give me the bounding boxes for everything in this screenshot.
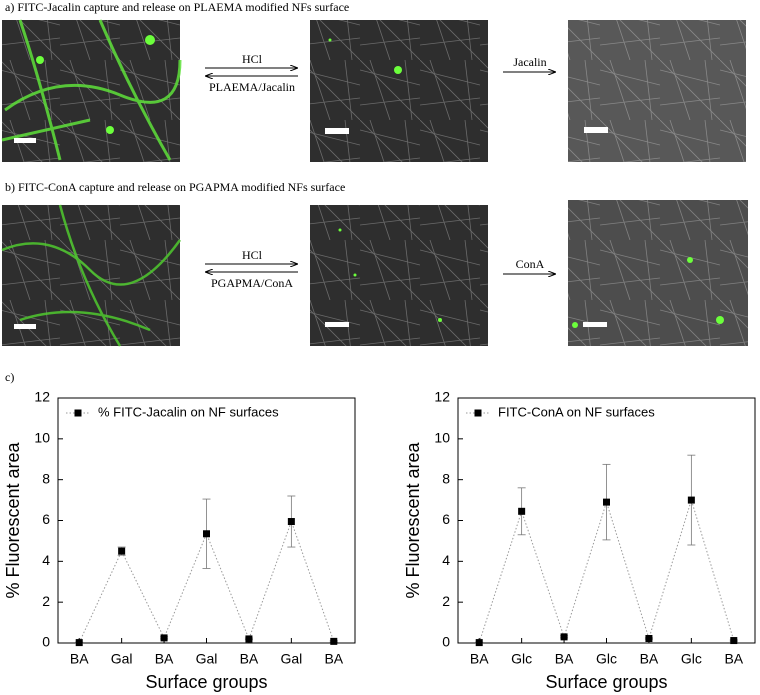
y-tick-label: 10 — [34, 430, 50, 446]
x-tick-label: BA — [155, 651, 174, 667]
y-tick-label: 0 — [442, 634, 450, 650]
legend-label: % FITC-Jacalin on NF surfaces — [98, 404, 279, 419]
x-tick-label: BA — [470, 651, 489, 667]
y-axis-label: % Fluorescent area — [403, 441, 423, 598]
y-tick-label: 12 — [434, 389, 450, 405]
micrograph — [568, 20, 746, 162]
arrow-label: HCl — [242, 52, 263, 66]
y-tick-label: 6 — [442, 511, 450, 527]
marker — [203, 530, 210, 538]
x-tick-label: Gal — [280, 651, 302, 667]
marker — [118, 547, 126, 555]
x-tick-label: Glc — [681, 651, 702, 667]
legend-marker — [74, 409, 82, 417]
micrograph — [310, 205, 488, 346]
micrograph — [1, 204, 182, 347]
y-tick-label: 10 — [434, 430, 450, 446]
x-tick-label: BA — [70, 651, 89, 667]
micrograph — [568, 200, 748, 346]
marker — [645, 635, 653, 643]
x-tick-label: Glc — [511, 651, 532, 667]
marker — [687, 496, 695, 504]
legend-marker — [474, 409, 482, 417]
y-tick-label: 8 — [42, 470, 50, 486]
marker — [160, 634, 168, 642]
x-tick-label: BA — [640, 651, 659, 667]
arrow-label: ConA — [516, 257, 545, 271]
x-tick-label: Gal — [196, 651, 218, 667]
micrograph — [1, 19, 182, 162]
marker — [475, 639, 483, 647]
marker — [560, 633, 568, 641]
x-tick-label: BA — [240, 651, 259, 667]
marker — [75, 639, 83, 647]
marker — [518, 507, 526, 515]
y-tick-label: 8 — [442, 470, 450, 486]
legend-label: FITC-ConA on NF surfaces — [498, 404, 655, 419]
arrow-label: HCl — [242, 248, 263, 262]
panel-title: a) FITC-Jacalin capture and release on P… — [5, 0, 349, 14]
marker — [287, 518, 295, 526]
x-tick-label: Glc — [596, 651, 617, 667]
panel-title: b) FITC-ConA capture and release on PGAP… — [5, 180, 345, 194]
y-tick-label: 2 — [42, 593, 50, 609]
y-tick-label: 4 — [442, 552, 450, 568]
x-tick-label: BA — [555, 651, 574, 667]
y-tick-label: 6 — [42, 511, 50, 527]
marker — [245, 635, 253, 643]
arrow-label: Jacalin — [513, 55, 546, 69]
y-tick-label: 12 — [34, 389, 50, 405]
y-axis-label: % Fluorescent area — [3, 441, 23, 598]
x-tick-label: BA — [724, 651, 743, 667]
micrograph — [310, 20, 488, 162]
panel-label: c) — [5, 370, 14, 384]
marker — [603, 498, 610, 506]
marker — [730, 637, 738, 645]
x-tick-label: Gal — [111, 651, 133, 667]
arrow-label: PLAEMA/Jacalin — [209, 80, 295, 94]
x-tick-label: BA — [324, 651, 343, 667]
x-axis-label: Surface groups — [145, 672, 267, 692]
marker — [330, 637, 338, 645]
arrow-label: PGAPMA/ConA — [211, 276, 293, 290]
y-tick-label: 4 — [42, 552, 50, 568]
y-tick-label: 0 — [42, 634, 50, 650]
x-axis-label: Surface groups — [545, 672, 667, 692]
y-tick-label: 2 — [442, 593, 450, 609]
